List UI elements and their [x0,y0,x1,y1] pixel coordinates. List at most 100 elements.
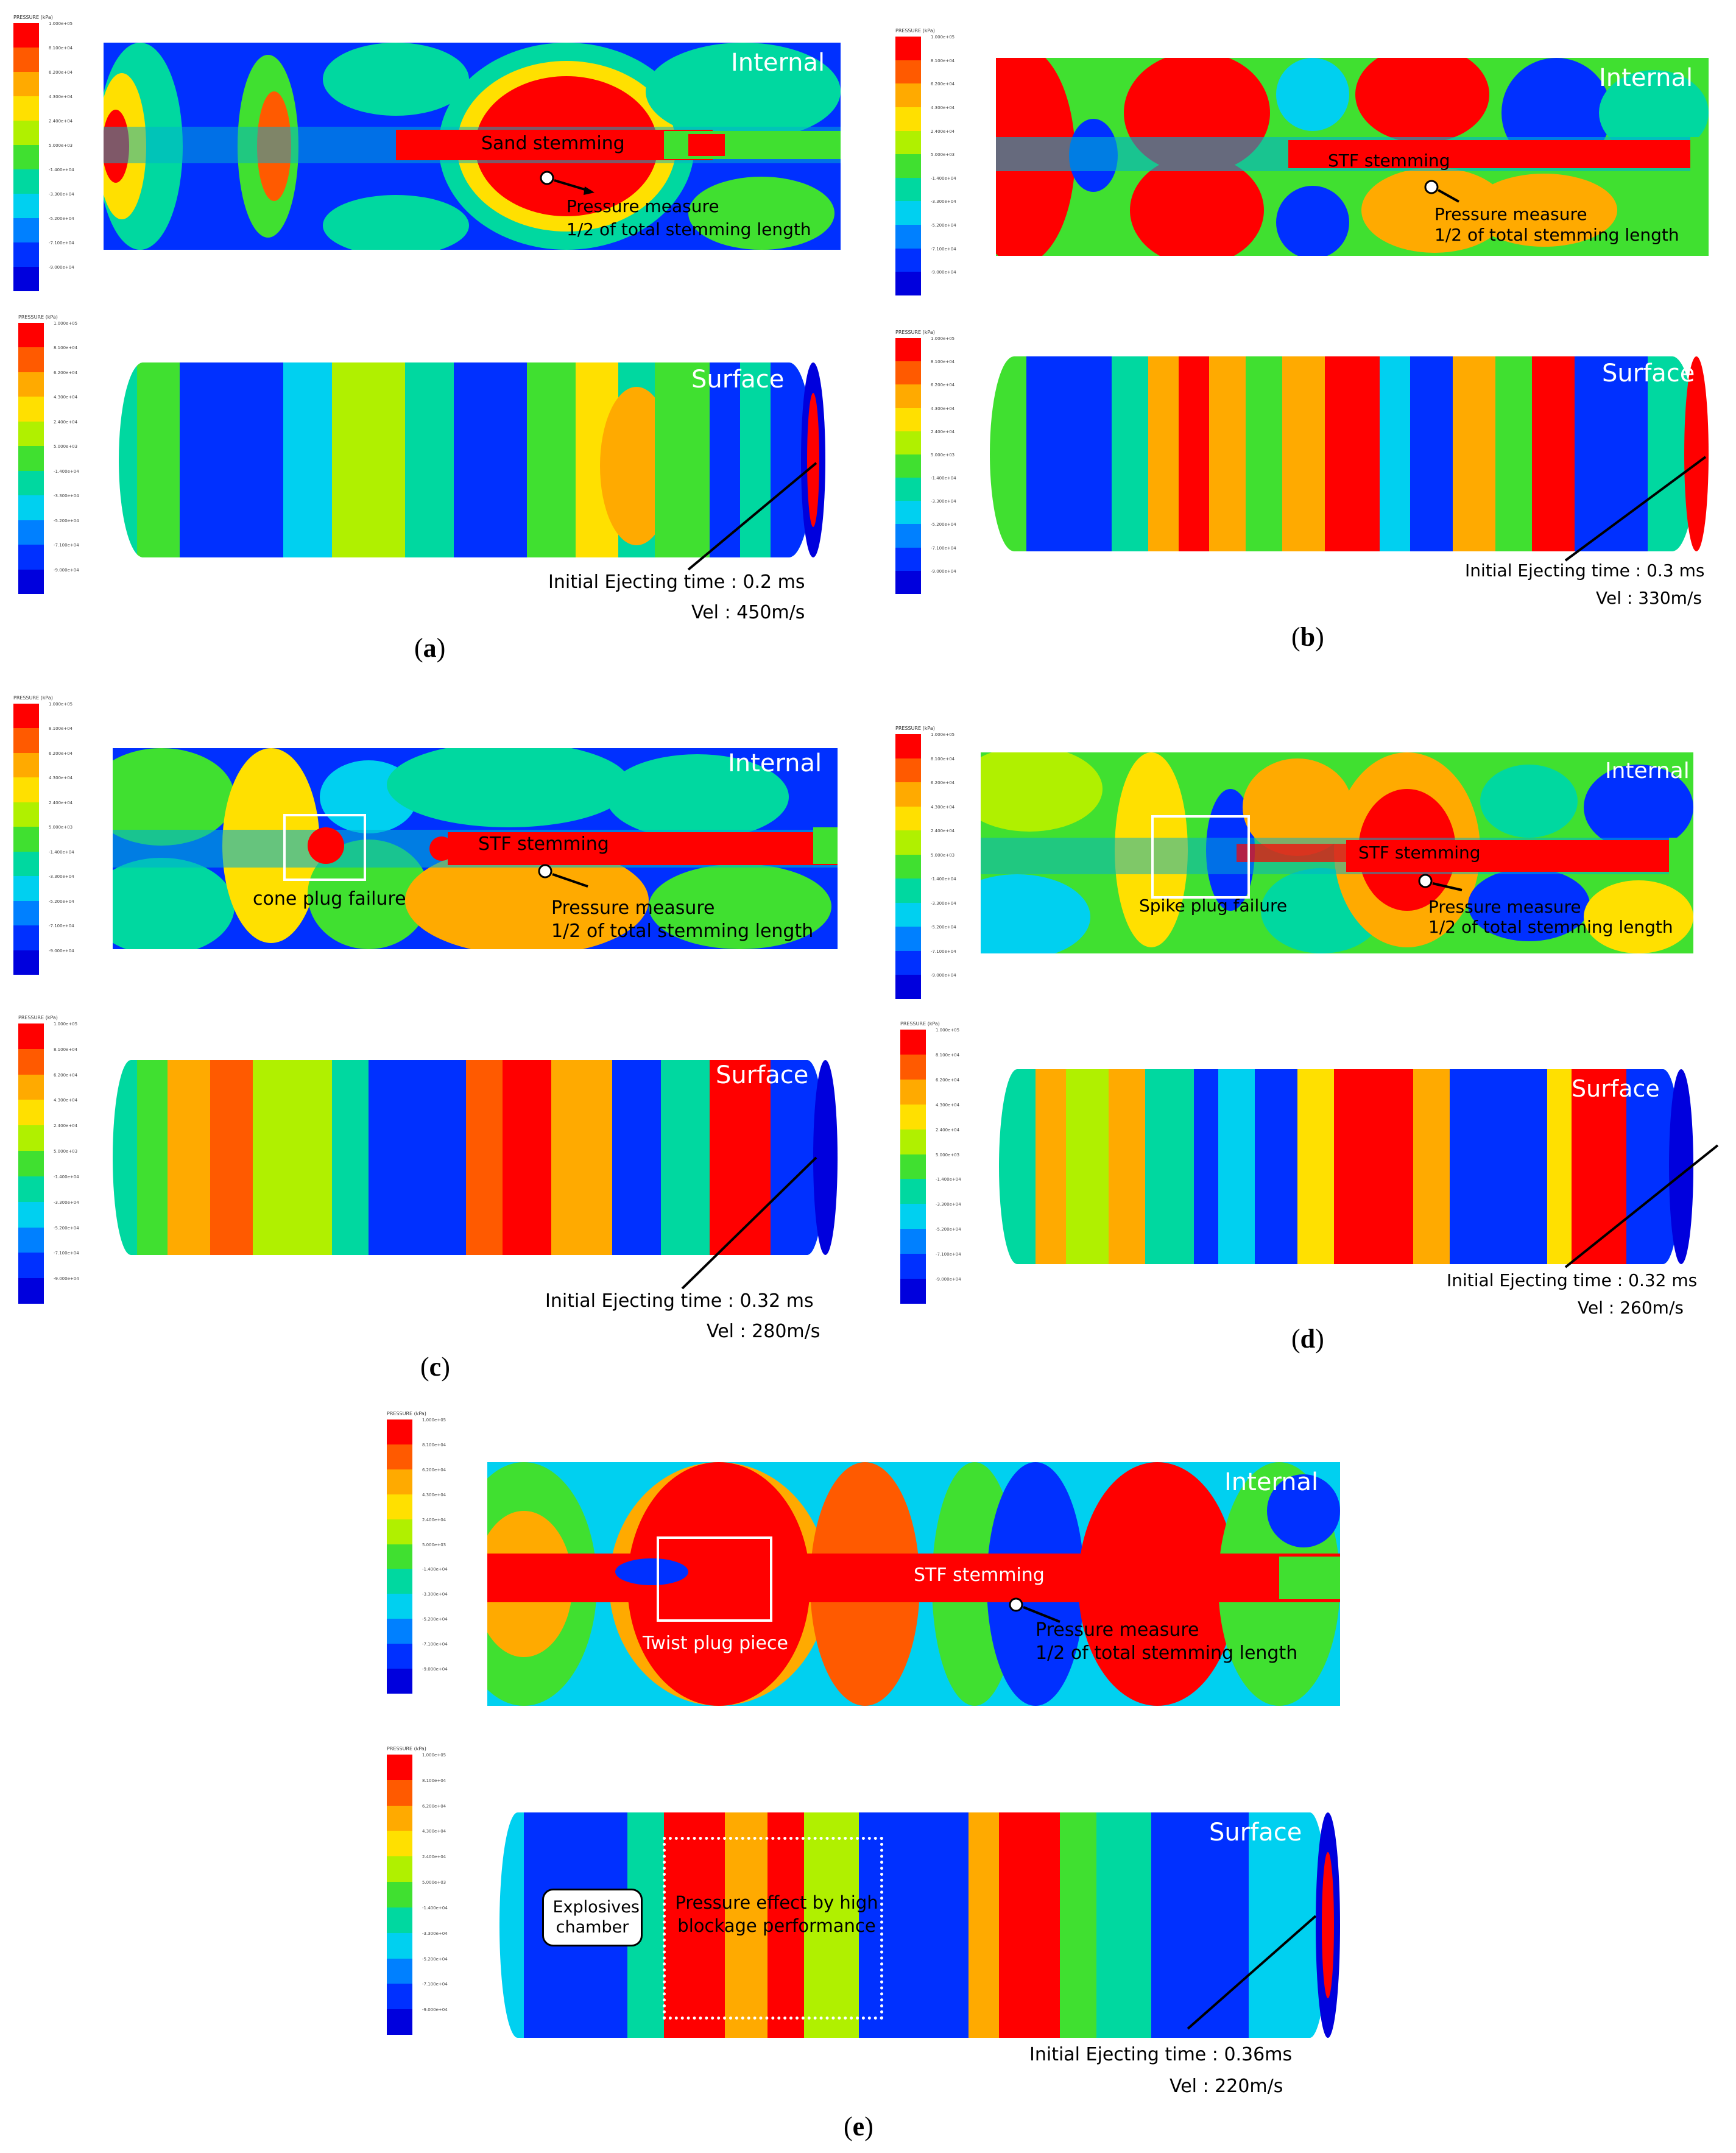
vel-label-e: Vel : 220m/s [1170,2076,1283,2097]
legend-tick-label: 5.000e+03 [49,825,73,830]
legend-tick-label: -5.200e+04 [931,522,956,528]
panel-d-surface-image [999,1069,1693,1264]
legend-swatch [18,1176,44,1202]
legend-swatch [18,569,44,594]
half-stemming-label: 1/2 of total stemming length [1434,225,1679,245]
panel-a-internal: Internal Sand stemming Pressure measure … [104,43,841,250]
legend-tick-label: -5.200e+04 [931,223,956,228]
legend-tick-label: 6.200e+04 [931,82,955,87]
legend-tick-label: -9.000e+04 [931,973,956,978]
legend-swatch [900,1129,926,1154]
legend-tick-label: 6.200e+04 [931,383,955,388]
legend-swatch [387,1958,412,1984]
legend-swatch [387,1619,412,1644]
legend-tick-label: 5.000e+03 [422,1542,446,1547]
legend-swatch [13,96,39,121]
legend-tick-label: 5.000e+03 [931,152,955,158]
legend-color-bar [895,338,921,594]
legend-tick-label: 6.200e+04 [54,370,78,375]
surface-label: Surface [1572,1075,1660,1102]
legend-swatch [13,72,39,96]
legend-swatch [895,806,921,831]
legend-swatch [18,323,44,348]
legend-tick-label: 2.400e+04 [49,800,73,805]
surface-label: Surface [691,366,785,394]
legend-swatch [18,495,44,520]
legend-swatch [387,1519,412,1544]
vel-label-d: Vel : 260m/s [1578,1298,1684,1318]
legend-tick-label: 1.000e+05 [931,35,955,40]
legend-swatch [895,201,921,225]
legend-tick-label: 5.000e+03 [422,1880,446,1886]
legend-swatch [13,876,39,901]
legend-tick-label: 5.000e+03 [54,1149,78,1154]
legend-swatch [13,169,39,194]
panel-c-surface-image [113,1060,838,1255]
legend-tick-label: -5.200e+04 [54,518,79,523]
legend-swatch [387,1644,412,1669]
panel-d-internal: Internal STF stemming Spike plug failure… [981,752,1693,953]
internal-label: Internal [731,49,825,77]
legend-swatch [387,1669,412,1694]
plug-piece-label: Twist plug piece [643,1633,788,1654]
legend-swatch [895,272,921,295]
legend-swatch [387,1932,412,1959]
legend-swatch [895,225,921,249]
panel-c-internal-image [113,748,838,949]
legend-swatch [895,431,921,454]
legend-tick-label: -3.300e+04 [422,1931,448,1936]
panel-c-internal: Internal STF stemming cone plug failure … [113,748,838,949]
pressure-effect-label: Pressure effect by high blockage perform… [675,1892,878,1936]
legend-tick-label: 4.300e+04 [931,105,955,110]
eject-label-d: Initial Ejecting time : 0.32 ms [1447,1270,1698,1290]
legend-swatch [895,154,921,178]
legend-swatch [387,1419,412,1444]
pressure-legend: PRESSURE (kPa) 1.000e+05 8.100e+04 6.200e+0… [13,15,111,291]
legend-swatch [18,421,44,447]
caption-b: (b) [1291,622,1324,652]
legend-tick-label: -1.400e+04 [931,877,956,882]
legend-color-bar [895,37,921,295]
legend-swatch [18,1151,44,1176]
legend-swatch [895,950,921,975]
legend-tick-label: 2.400e+04 [931,829,955,834]
legend-tick-label: 4.300e+04 [49,94,73,99]
internal-label: Internal [728,749,822,777]
legend-title: PRESSURE (kPa) [18,314,58,320]
legend-color-bar [387,1755,412,2035]
surface-label: Surface [1602,359,1695,387]
legend-tick-label: -9.000e+04 [49,948,74,953]
legend-swatch [895,975,921,999]
legend-tick-label: 8.100e+04 [931,756,955,762]
legend-tick-label: 5.000e+03 [936,1152,960,1158]
legend-tick-label: 6.200e+04 [49,751,73,756]
legend-swatch [387,1544,412,1569]
legend-tick-label: -7.100e+04 [931,949,956,954]
legend-tick-label: -9.000e+04 [936,1277,961,1282]
pressure-measure-label: Pressure measure [1428,897,1581,917]
legend-tick-label: -5.200e+04 [936,1227,961,1232]
legend-tick-label: 8.100e+04 [931,359,955,365]
legend-tick-label: 2.400e+04 [931,429,955,434]
panel-b-internal: Internal STF stemming Pressure measure 1… [996,58,1709,256]
panel-e-surface: Explosives chamber Pressure effect by hi… [499,1812,1340,2038]
legend-tick-label: -7.100e+04 [422,1982,448,1987]
legend-swatch [387,1831,412,1857]
legend-swatch [18,545,44,570]
legend-color-bar [13,23,39,291]
legend-tick-label: 8.100e+04 [931,58,955,63]
legend-tick-label: -9.000e+04 [931,568,956,574]
pressure-legend: PRESSURE (kPa) 1.000e+05 8.100e+04 6.200e+0… [895,726,993,999]
legend-swatch [18,1253,44,1279]
vel-label-a: Vel : 450m/s [691,602,805,623]
legend-tick-label: 5.000e+03 [931,852,955,858]
legend-title: PRESSURE (kPa) [895,28,935,34]
legend-tick-label: 4.300e+04 [422,1829,446,1834]
legend-swatch [18,1227,44,1253]
legend-tick-label: 2.400e+04 [49,119,73,124]
legend-tick-label: 6.200e+04 [931,780,955,786]
legend-title: PRESSURE (kPa) [387,1746,426,1752]
legend-color-bar [387,1419,412,1694]
legend-tick-label: -7.100e+04 [54,543,79,548]
pressure-legend: PRESSURE (kPa) 1.000e+05 8.100e+04 6.200e+0… [387,1746,484,2035]
